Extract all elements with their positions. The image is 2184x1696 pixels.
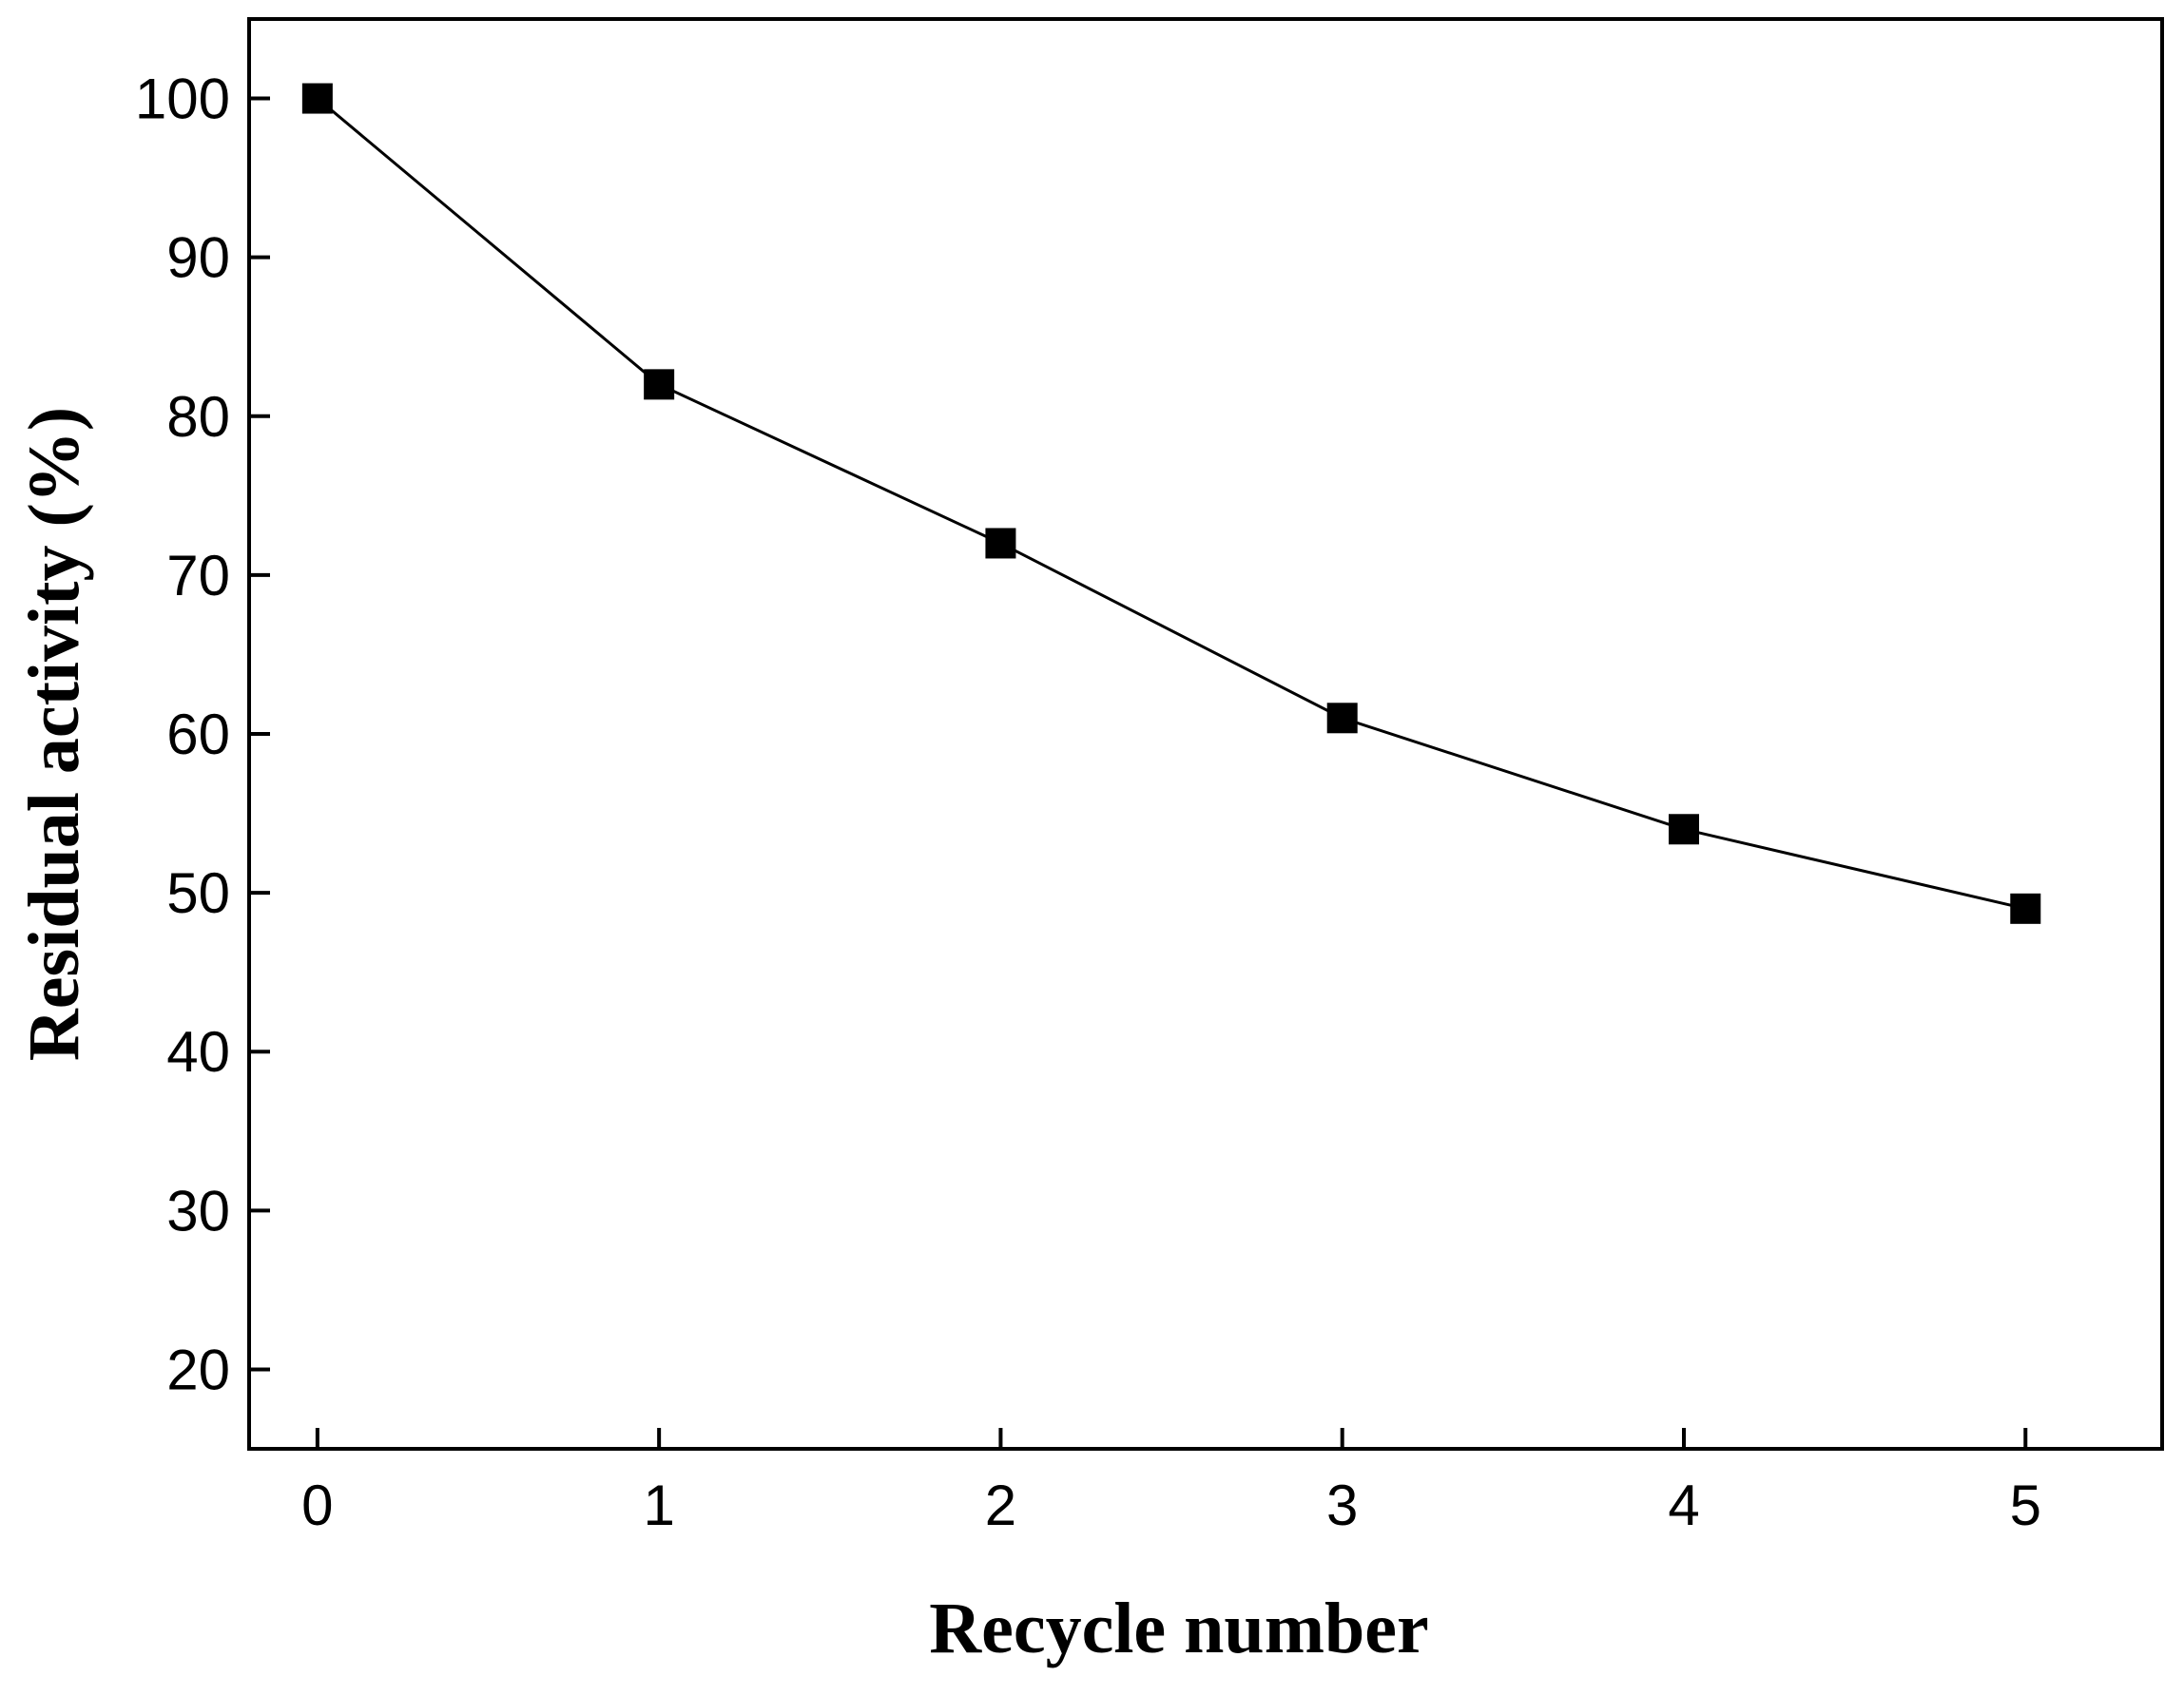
x-tick-label: 1 <box>643 1474 674 1537</box>
series-line <box>316 97 2026 911</box>
y-tick-label: 20 <box>166 1338 230 1401</box>
y-tick-label: 80 <box>166 385 230 449</box>
x-axis-title: Recycle number <box>929 1589 1429 1668</box>
y-tick-label: 90 <box>166 226 230 290</box>
data-point <box>1326 703 1358 734</box>
y-axis-title: Residual activity (%) <box>14 407 94 1061</box>
y-tick-label: 100 <box>135 67 230 131</box>
data-point <box>985 528 1016 559</box>
x-tick-label: 2 <box>985 1474 1016 1537</box>
y-tick-label: 70 <box>166 544 230 607</box>
data-point <box>301 83 333 114</box>
data-point <box>1669 814 1699 845</box>
y-axis: 20 30 40 50 60 70 80 90 100 <box>135 67 270 1401</box>
y-tick-label: 30 <box>166 1179 230 1243</box>
y-tick-label: 40 <box>166 1020 230 1084</box>
series-layer <box>301 83 2041 924</box>
x-tick-label: 3 <box>1326 1474 1358 1537</box>
x-tick-label: 0 <box>301 1474 333 1537</box>
data-point <box>2010 893 2041 924</box>
plot-frame <box>247 17 2164 1451</box>
x-axis: 0 1 2 3 4 5 <box>301 1428 2041 1537</box>
x-tick-label: 4 <box>1668 1474 1699 1537</box>
data-point <box>644 369 675 400</box>
x-tick-label: 5 <box>2010 1474 2041 1537</box>
y-tick-label: 50 <box>166 861 230 925</box>
y-tick-label: 60 <box>166 703 230 766</box>
